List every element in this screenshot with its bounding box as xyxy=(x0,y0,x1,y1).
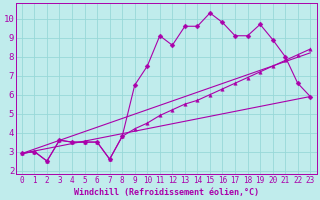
X-axis label: Windchill (Refroidissement éolien,°C): Windchill (Refroidissement éolien,°C) xyxy=(74,188,259,197)
